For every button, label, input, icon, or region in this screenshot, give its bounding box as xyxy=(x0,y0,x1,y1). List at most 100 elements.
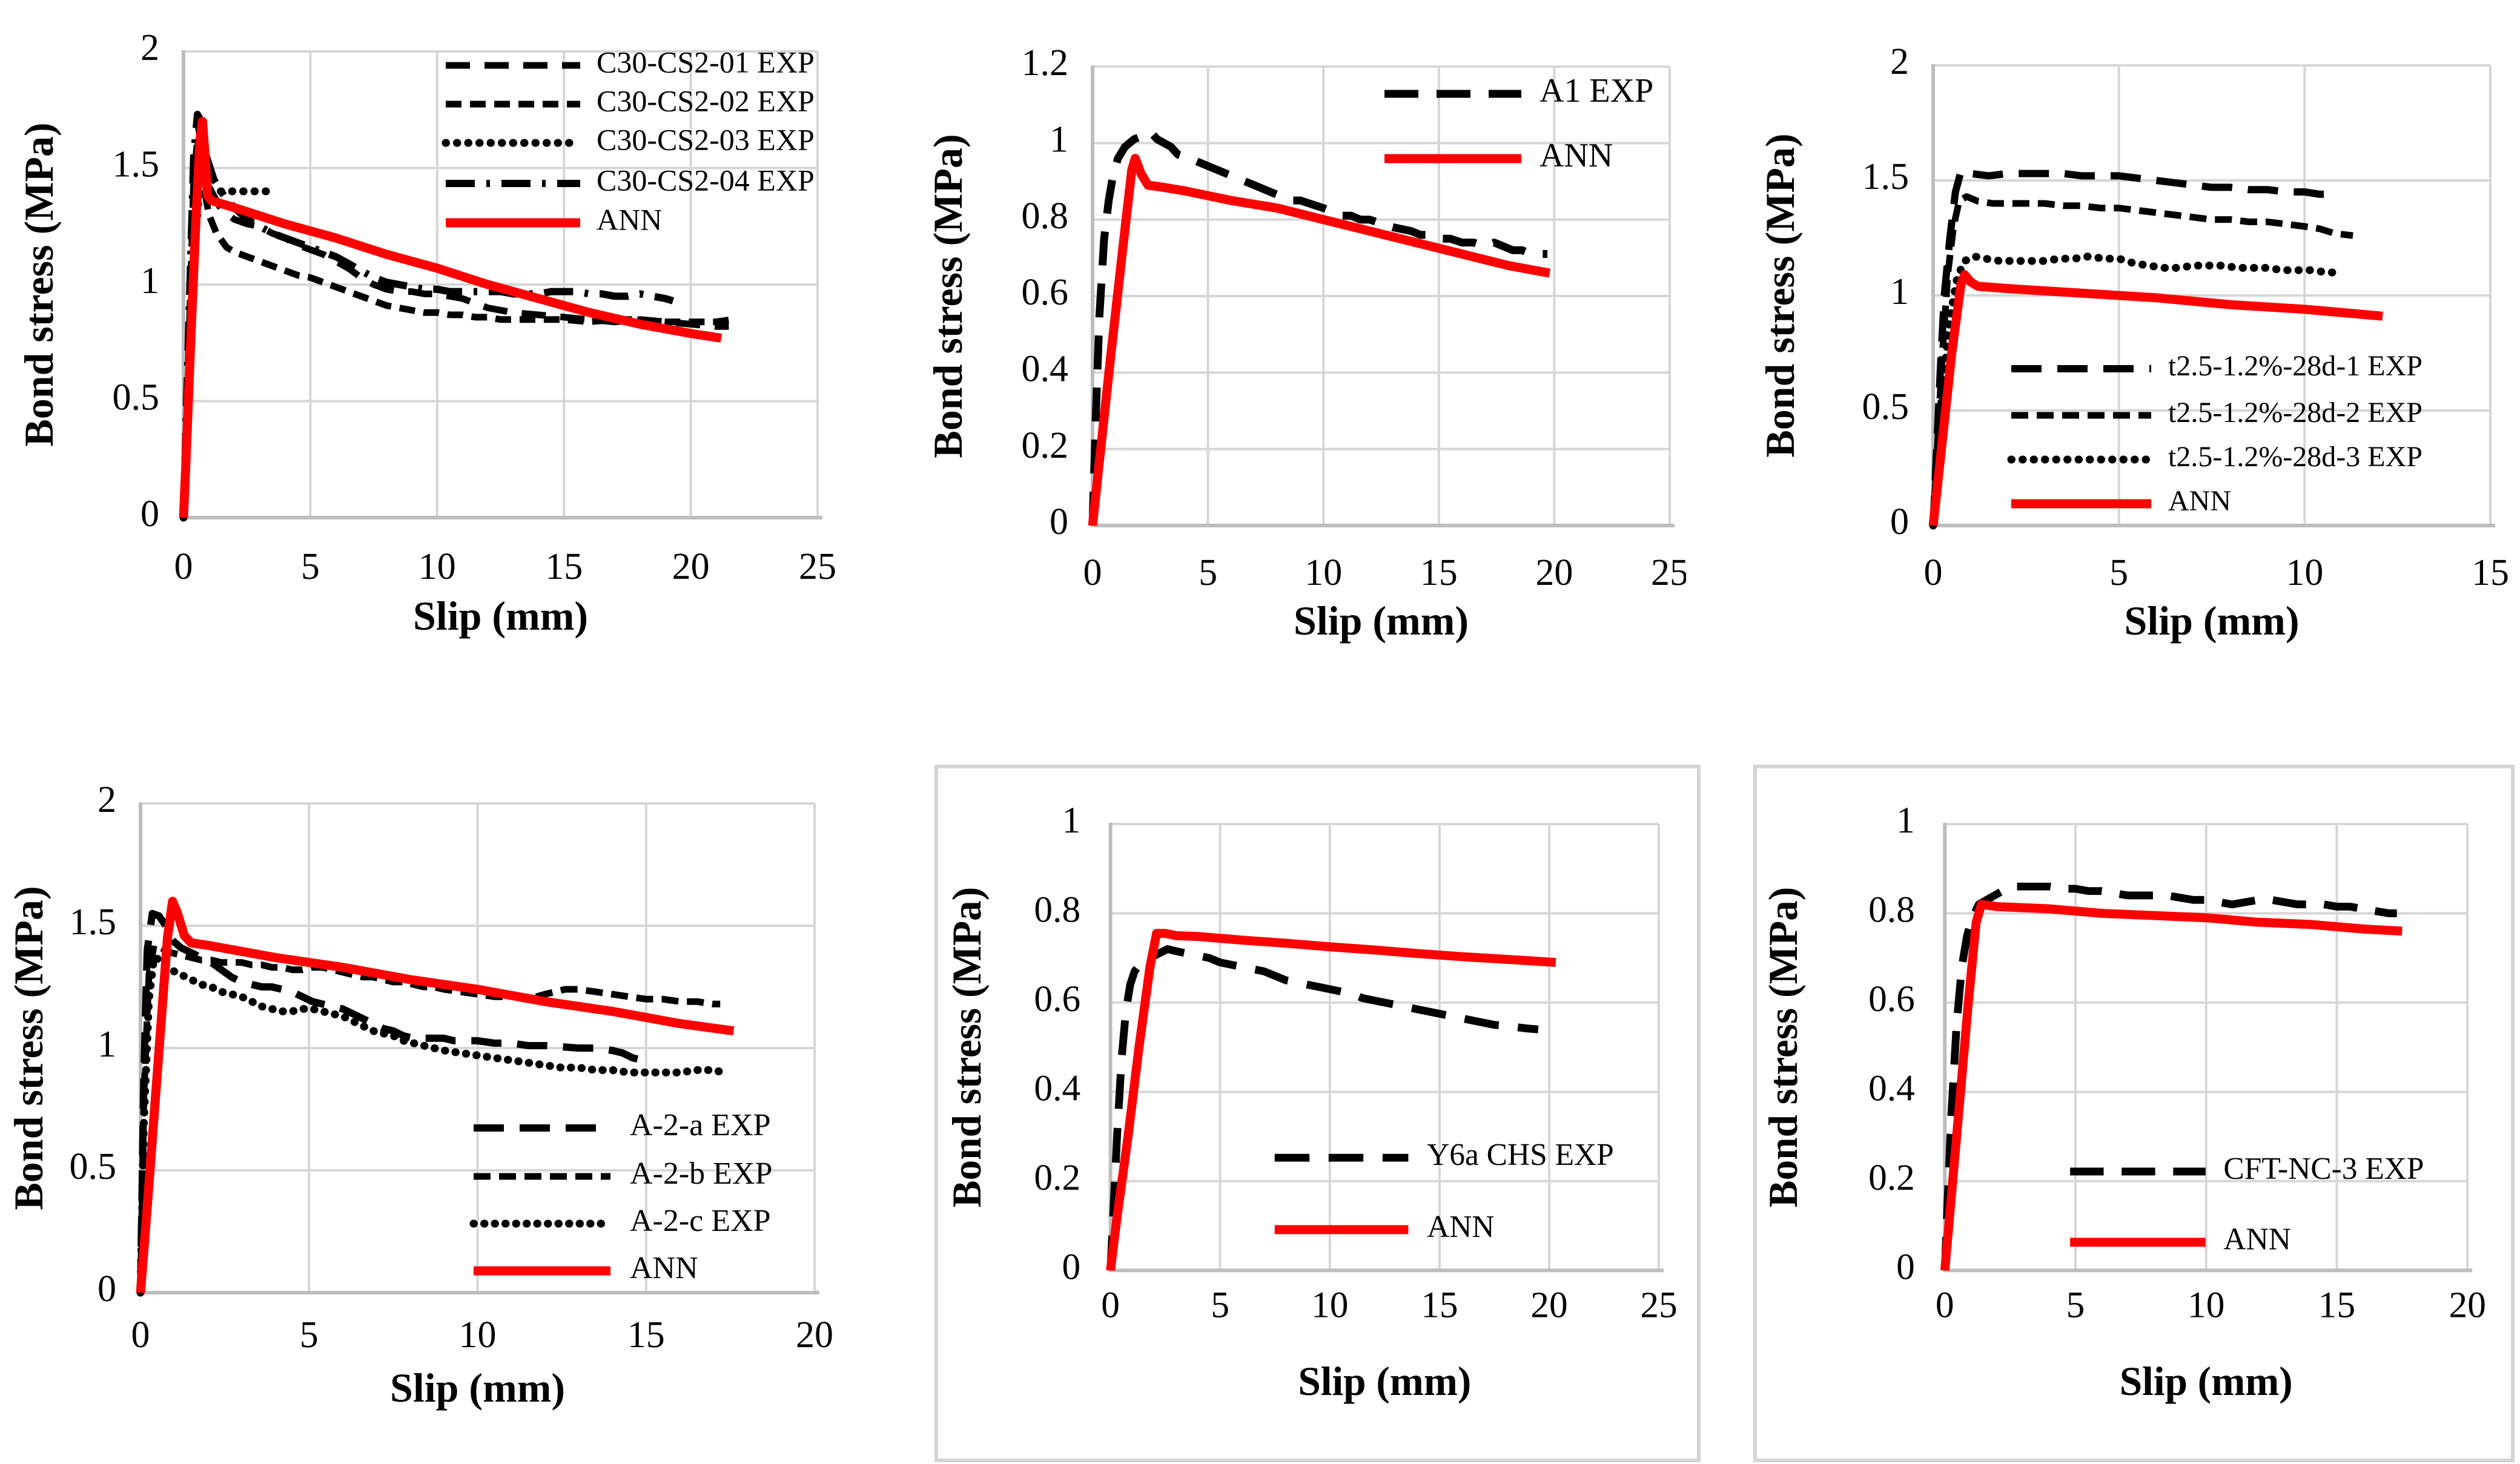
x-tick-label: 25 xyxy=(1640,1285,1677,1326)
x-tick-label: 15 xyxy=(1420,552,1458,593)
legend-label: ANN xyxy=(2223,1222,2290,1257)
legend: Y6a CHS EXP ANN xyxy=(1274,1138,1614,1244)
x-tick-label: 10 xyxy=(459,1314,497,1356)
legend: CFT-NC-3 EXP ANN xyxy=(2070,1152,2424,1257)
y-axis-label: Bond stress (MPa) xyxy=(944,887,990,1208)
tick-labels: 0 5 10 15 20 25 0 0.2 0.4 0.6 0.8 1 xyxy=(1034,800,1677,1326)
legend-label: ANN xyxy=(2168,485,2231,517)
x-axis-label: Slip (mm) xyxy=(2125,598,2300,644)
x-tick-label: 10 xyxy=(1311,1285,1348,1326)
series-line-t2.5-1.2%-28d-1 EXP xyxy=(1930,167,2338,526)
x-tick-label: 0 xyxy=(174,546,193,587)
y-tick-label: 0.2 xyxy=(1022,425,1069,466)
x-tick-label: 10 xyxy=(2286,552,2323,593)
legend-label: C30-CS2-01 EXP xyxy=(597,45,815,79)
y-tick-label: 0 xyxy=(1062,1246,1080,1287)
series-line-C30-CS2-02 EXP xyxy=(180,122,732,518)
y-tick-label: 0 xyxy=(141,493,159,535)
gridlines xyxy=(1943,823,2469,1272)
x-tick-label: 15 xyxy=(2472,552,2509,593)
legend-label: C30-CS2-02 EXP xyxy=(597,84,815,117)
x-tick-label: 0 xyxy=(131,1314,150,1356)
y-tick-label: 0.6 xyxy=(1022,272,1069,313)
legend-label: A-2-c EXP xyxy=(630,1204,771,1238)
y-tick-label: 0.2 xyxy=(1868,1157,1915,1198)
legend-label: ANN xyxy=(630,1251,698,1285)
x-tick-label: 5 xyxy=(1199,552,1217,593)
y-tick-label: 1 xyxy=(1062,800,1080,841)
legend-label: CFT-NC-3 EXP xyxy=(2223,1152,2424,1186)
y-tick-label: 0.5 xyxy=(70,1146,117,1187)
legend: A-2-a EXP A-2-b EXP A-2-c EXP ANN xyxy=(469,1108,772,1285)
legend-label: ANN xyxy=(1539,137,1613,174)
y-tick-label: 1.2 xyxy=(1022,42,1069,84)
y-tick-label: 1 xyxy=(1050,119,1068,160)
chart-y6a-chs: 0 5 10 15 20 25 0 0.2 0.4 0.6 0.8 1 Slip (mm) Bond st… xyxy=(934,765,1701,1462)
chart-a-2: 0 5 10 15 20 0 0.5 1 1.5 2 Slip (mm) Bond stress (M… xyxy=(0,759,843,1464)
x-tick-label: 10 xyxy=(1305,552,1342,593)
series-line-ANN xyxy=(1088,154,1551,526)
tick-labels: 0 5 10 15 0 0.5 1 1.5 2 xyxy=(1862,41,2510,593)
x-tick-label: 20 xyxy=(672,546,710,587)
tick-labels: 0 5 10 15 20 0 0.2 0.4 0.6 0.8 1 xyxy=(1868,800,2486,1326)
y-tick-label: 1 xyxy=(98,1024,116,1065)
x-tick-label: 0 xyxy=(1101,1285,1120,1326)
y-tick-label: 0.5 xyxy=(113,377,160,418)
y-tick-label: 2 xyxy=(141,27,159,68)
x-tick-label: 15 xyxy=(545,546,583,587)
x-tick-label: 5 xyxy=(1211,1285,1229,1326)
chart-canvas-c30-cs2: 0 5 10 15 20 25 0 0.5 1 1.5 2 Slip (mm) Bond stress … xyxy=(16,27,837,639)
y-tick-label: 0.4 xyxy=(1868,1067,1915,1109)
y-tick-label: 2 xyxy=(1890,41,1909,82)
y-tick-label: 0.6 xyxy=(1034,978,1080,1020)
y-tick-label: 1.5 xyxy=(70,902,117,943)
y-tick-label: 0 xyxy=(1890,501,1909,542)
axes xyxy=(1108,823,1664,1273)
legend-label: ANN xyxy=(597,202,662,236)
x-tick-label: 5 xyxy=(300,1314,319,1356)
legend-label: ANN xyxy=(1427,1210,1494,1244)
x-tick-label: 0 xyxy=(1936,1285,1954,1326)
x-tick-label: 10 xyxy=(2188,1285,2224,1326)
legend-label: A-2-a EXP xyxy=(630,1108,771,1143)
legend-label: t2.5-1.2%-28d-1 EXP xyxy=(2168,350,2422,382)
legend: t2.5-1.2%-28d-1 EXP t2.5-1.2%-28d-2 EXP t2… xyxy=(2007,350,2422,517)
y-tick-label: 1 xyxy=(1890,271,1909,312)
gridlines xyxy=(1091,65,1671,527)
y-tick-label: 0.8 xyxy=(1022,196,1069,237)
chart-canvas-cft-nc-3: 0 5 10 15 20 0 0.2 0.4 0.6 0.8 1 Slip (mm) Bond stre… xyxy=(1761,800,2486,1404)
legend-label: t2.5-1.2%-28d-3 EXP xyxy=(2168,441,2422,473)
chart-c30-cs2: 0 5 10 15 20 25 0 0.5 1 1.5 2 Slip (mm) Bond stress … xyxy=(0,0,843,696)
legend-label: C30-CS2-03 EXP xyxy=(597,122,815,156)
tick-labels: 0 5 10 15 20 25 0 0.5 1 1.5 2 xyxy=(113,27,837,587)
chart-a1: 0 5 10 15 20 25 0 0.2 0.4 0.6 0.8 1 1.2 Slip (mm) Bond… xyxy=(843,0,1686,696)
legend-label: A-2-b EXP xyxy=(630,1156,772,1191)
y-tick-label: 1 xyxy=(141,260,159,302)
axes xyxy=(1931,64,2495,527)
y-tick-label: 0.5 xyxy=(1862,386,1910,427)
series-line-ANN xyxy=(1106,929,1556,1271)
tick-labels: 0 5 10 15 20 0 0.5 1 1.5 2 xyxy=(70,779,834,1356)
series-line-C30-CS2-04 EXP xyxy=(180,111,675,518)
chart-canvas-a-2: 0 5 10 15 20 0 0.5 1 1.5 2 Slip (mm) Bond stress (M… xyxy=(5,779,834,1411)
chart-t2.5-1.2pct-28d: 0 5 10 15 0 0.5 1 1.5 2 Slip (mm) Bond stress (MPa… xyxy=(1686,0,2520,696)
series-line-A-2-a EXP xyxy=(137,909,644,1293)
y-tick-label: 0.8 xyxy=(1034,889,1080,931)
x-tick-label: 25 xyxy=(1651,552,1686,593)
legend-label: Y6a CHS EXP xyxy=(1427,1138,1614,1172)
y-tick-label: 0 xyxy=(98,1268,116,1310)
y-tick-label: 1 xyxy=(1896,800,1915,841)
gridlines xyxy=(1109,823,1661,1272)
y-axis-label: Bond stress (MPa) xyxy=(5,886,51,1210)
y-axis-label: Bond stress (MPa) xyxy=(1761,887,1806,1208)
series-line-A-2-c EXP xyxy=(136,954,728,1297)
y-tick-label: 0.6 xyxy=(1868,978,1915,1020)
series-line-t2.5-1.2%-28d-3 EXP xyxy=(1929,252,2342,530)
chart-canvas-t2.5-1.2pct-28d: 0 5 10 15 0 0.5 1 1.5 2 Slip (mm) Bond stress (MPa… xyxy=(1757,41,2510,644)
x-axis-label: Slip (mm) xyxy=(1294,598,1469,644)
x-tick-label: 20 xyxy=(796,1314,833,1356)
y-tick-label: 0 xyxy=(1896,1246,1915,1287)
legend: A1 EXP ANN xyxy=(1384,72,1653,174)
x-tick-label: 20 xyxy=(1535,552,1573,593)
series-line-A1 EXP xyxy=(1088,127,1547,526)
